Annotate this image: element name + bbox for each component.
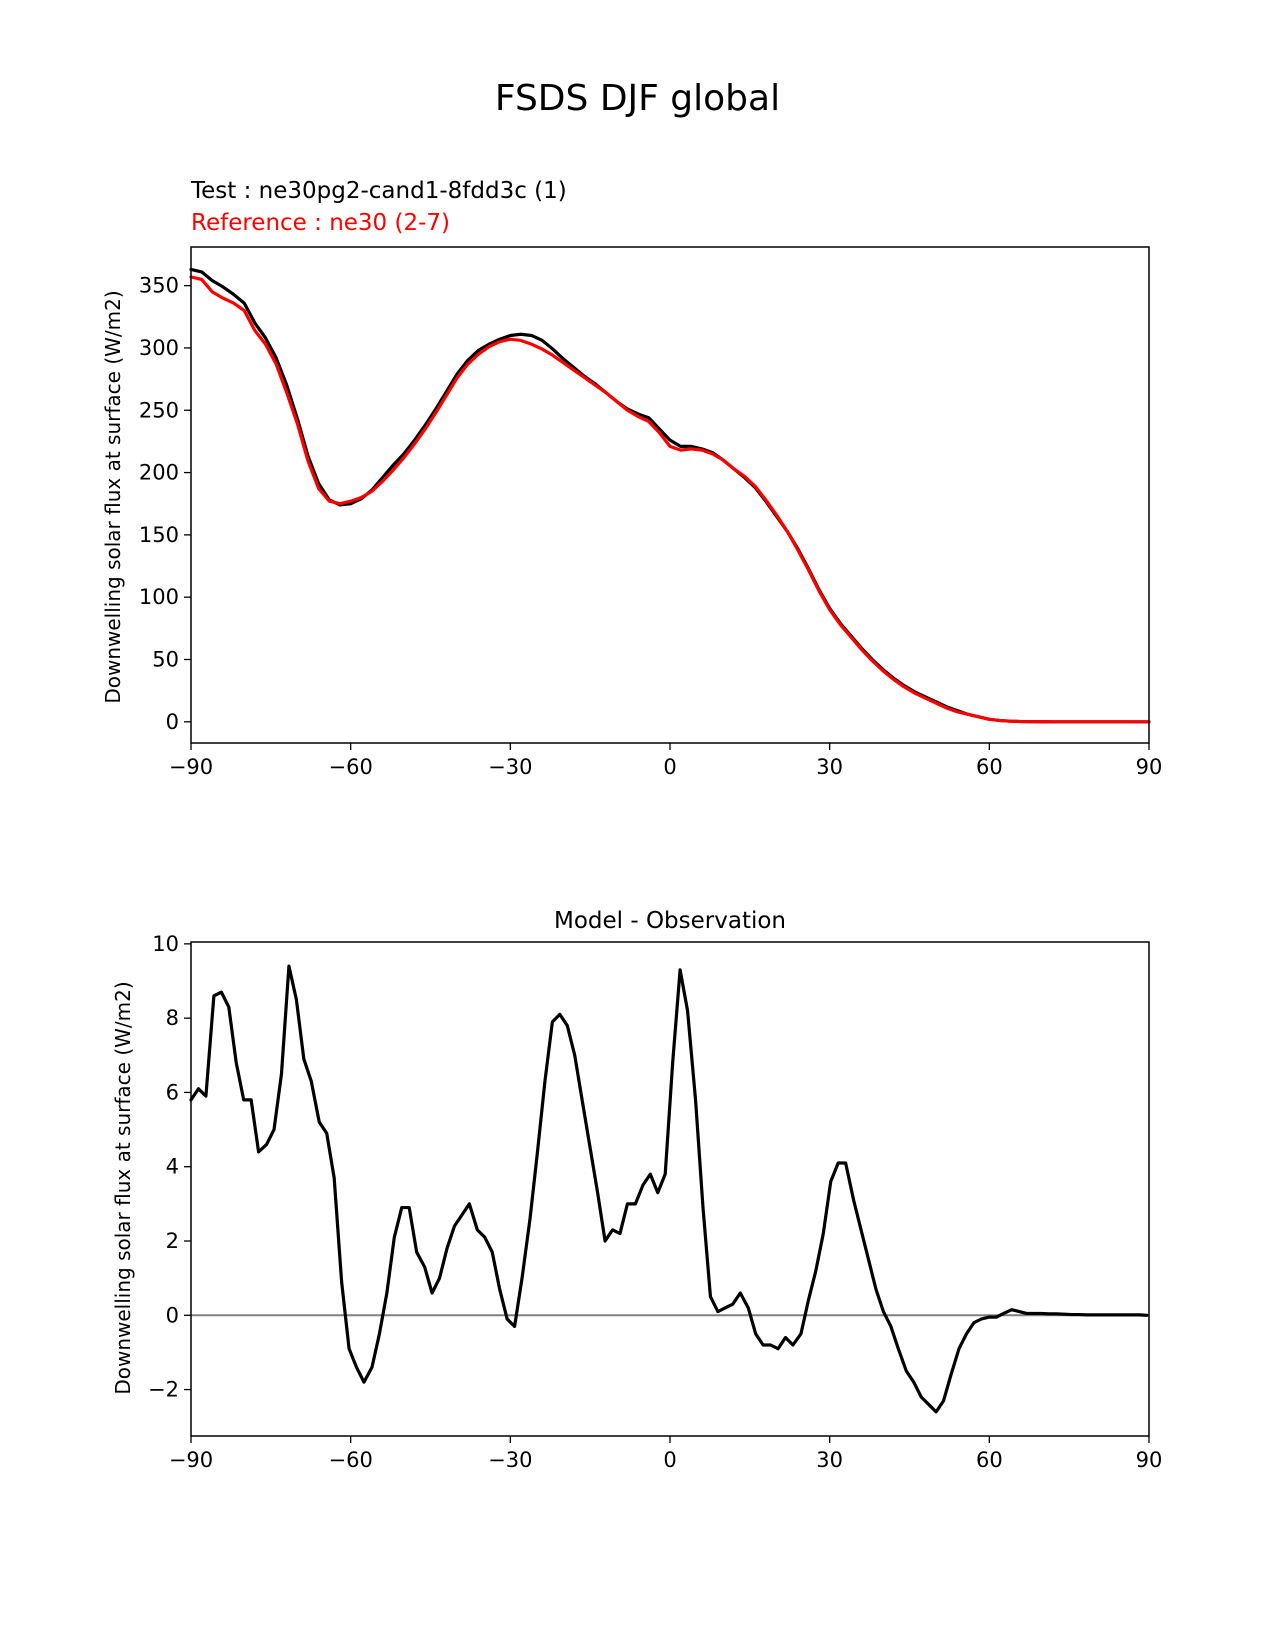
bottom-axes-ticks: −90 −60 −30 0 30 60 90 −2 0 2 4 6 8 10 xyxy=(148,932,1162,1472)
legend-reference-label: Reference : ne30 (2-7) xyxy=(191,210,450,236)
top-x-tick-label: 90 xyxy=(1136,755,1163,779)
bottom-x-tick-label: 60 xyxy=(976,1448,1003,1472)
bottom-y-tick-label: 10 xyxy=(152,932,179,956)
top-y-tick-label: 250 xyxy=(139,398,179,422)
bottom-panel-title: Model - Observation xyxy=(554,908,786,934)
bottom-y-tick-label: −2 xyxy=(148,1378,179,1402)
top-series-group xyxy=(189,267,1151,724)
bottom-plot-frame xyxy=(190,941,1150,1437)
top-x-tick-label: −30 xyxy=(488,755,532,779)
top-y-tick-label: 300 xyxy=(139,336,179,360)
top-y-tick-label: 0 xyxy=(166,710,179,734)
bottom-y-tick-label: 6 xyxy=(166,1080,179,1104)
test-series-line xyxy=(189,267,1151,724)
top-y-tick-label: 200 xyxy=(139,461,179,485)
top-x-tick-label: −90 xyxy=(169,755,213,779)
bottom-y-axis-label: Downwelling solar flux at surface (W/m2) xyxy=(111,981,135,1394)
top-axes-ticks: −90 −60 −30 0 30 60 90 0 50 100 150 200 250 300 350 xyxy=(139,274,1162,779)
difference-series-line xyxy=(189,964,1149,1414)
bottom-panel: Model - Observation Downwelling solar fl… xyxy=(111,908,1162,1472)
bottom-x-tick-label: 30 xyxy=(816,1448,843,1472)
top-x-tick-label: 60 xyxy=(976,755,1003,779)
bottom-x-tick-label: 90 xyxy=(1136,1448,1163,1472)
top-y-tick-label: 50 xyxy=(152,648,179,672)
bottom-series-group xyxy=(189,964,1149,1414)
top-y-tick-label: 350 xyxy=(139,274,179,298)
top-plot-frame xyxy=(190,246,1150,744)
top-panel: Test : ne30pg2-cand1-8fdd3c (1) Referenc… xyxy=(101,178,1162,779)
bottom-y-tick-label: 8 xyxy=(166,1006,179,1030)
figure-title: FSDS DJF global xyxy=(495,78,780,119)
legend-test-label: Test : ne30pg2-cand1-8fdd3c (1) xyxy=(190,178,567,204)
bottom-y-tick-label: 2 xyxy=(166,1229,179,1253)
bottom-x-tick-label: 0 xyxy=(663,1448,676,1472)
top-y-tick-label: 150 xyxy=(139,523,179,547)
bottom-x-tick-label: −60 xyxy=(329,1448,373,1472)
top-y-axis-label: Downwelling solar flux at surface (W/m2) xyxy=(101,290,125,703)
reference-series-line xyxy=(189,275,1151,724)
bottom-y-tick-label: 4 xyxy=(166,1155,179,1179)
bottom-x-tick-label: −90 xyxy=(169,1448,213,1472)
top-x-tick-label: −60 xyxy=(329,755,373,779)
bottom-y-tick-label: 0 xyxy=(166,1303,179,1327)
top-x-tick-label: 30 xyxy=(816,755,843,779)
top-x-tick-label: 0 xyxy=(663,755,676,779)
bottom-x-tick-label: −30 xyxy=(488,1448,532,1472)
top-y-tick-label: 100 xyxy=(139,585,179,609)
